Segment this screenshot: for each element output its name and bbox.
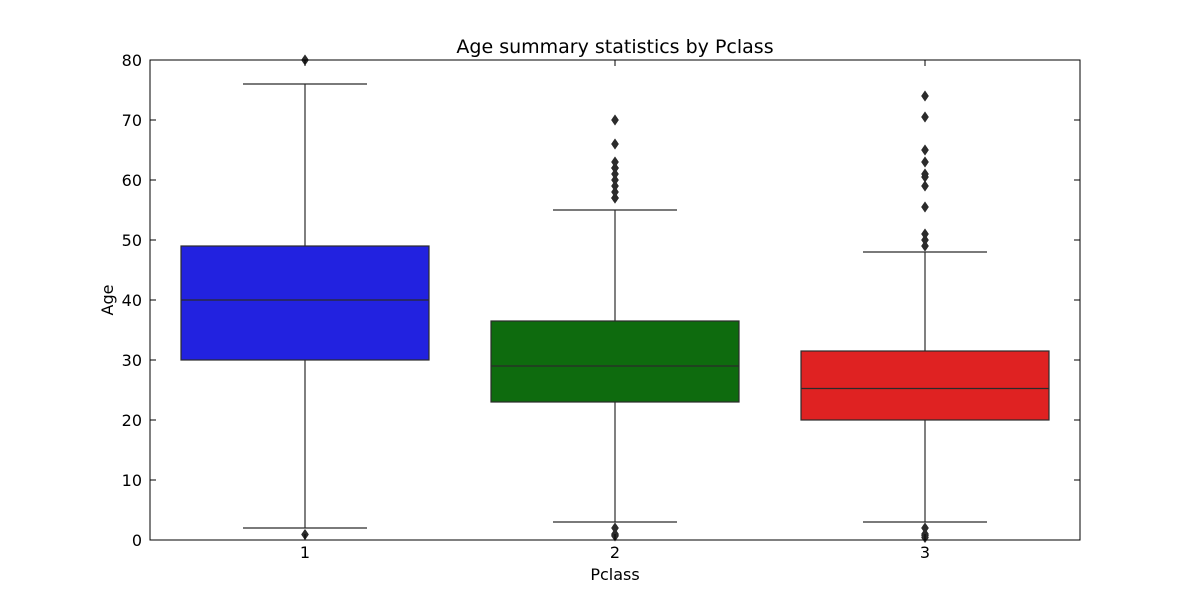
iqr-box	[800, 350, 1050, 421]
y-tick-label: 60	[122, 171, 142, 190]
outlier-point	[611, 156, 619, 168]
chart-title: Age summary statistics by Pclass	[456, 36, 773, 58]
outlier-point	[921, 522, 929, 534]
outlier-point	[921, 156, 929, 168]
outlier-point	[921, 111, 929, 123]
y-tick-label: 10	[122, 471, 142, 490]
outlier-point	[921, 234, 929, 246]
plot-area	[180, 54, 1050, 544]
y-tick-label: 30	[122, 351, 142, 370]
x-axis: 1 2 3	[300, 60, 930, 562]
y-tick-label: 0	[132, 531, 142, 550]
iqr-box	[490, 320, 740, 403]
outlier-point	[921, 168, 929, 180]
y-axis-label: Age	[98, 285, 117, 316]
outlier-point	[611, 138, 619, 150]
outlier-point	[921, 201, 929, 213]
y-tick-label: 20	[122, 411, 142, 430]
y-tick-label: 80	[122, 51, 142, 70]
y-tick-label: 40	[122, 291, 142, 310]
iqr-box	[180, 245, 430, 361]
box-group-pclass-2	[490, 114, 740, 542]
outlier-point	[611, 114, 619, 126]
outlier-point	[611, 168, 619, 180]
box-group-pclass-3	[800, 90, 1050, 544]
outlier-point	[921, 180, 929, 192]
outlier-point	[611, 180, 619, 192]
x-tick-label: 2	[610, 543, 620, 562]
outlier-point	[921, 228, 929, 240]
x-axis-label: Pclass	[590, 565, 639, 584]
x-tick-label: 3	[920, 543, 930, 562]
outlier-point	[611, 162, 619, 174]
y-axis: 0 10 20 30 40 50 60 70 80	[122, 51, 1080, 550]
outlier-point	[611, 192, 619, 204]
box-group-pclass-1	[180, 54, 430, 541]
y-tick-label: 50	[122, 231, 142, 250]
x-tick-label: 1	[300, 543, 310, 562]
outlier-point	[611, 522, 619, 534]
y-tick-label: 70	[122, 111, 142, 130]
outlier-point	[921, 144, 929, 156]
outlier-point	[611, 174, 619, 186]
outlier-point	[921, 90, 929, 102]
outlier-point	[921, 240, 929, 252]
outlier-point	[611, 186, 619, 198]
